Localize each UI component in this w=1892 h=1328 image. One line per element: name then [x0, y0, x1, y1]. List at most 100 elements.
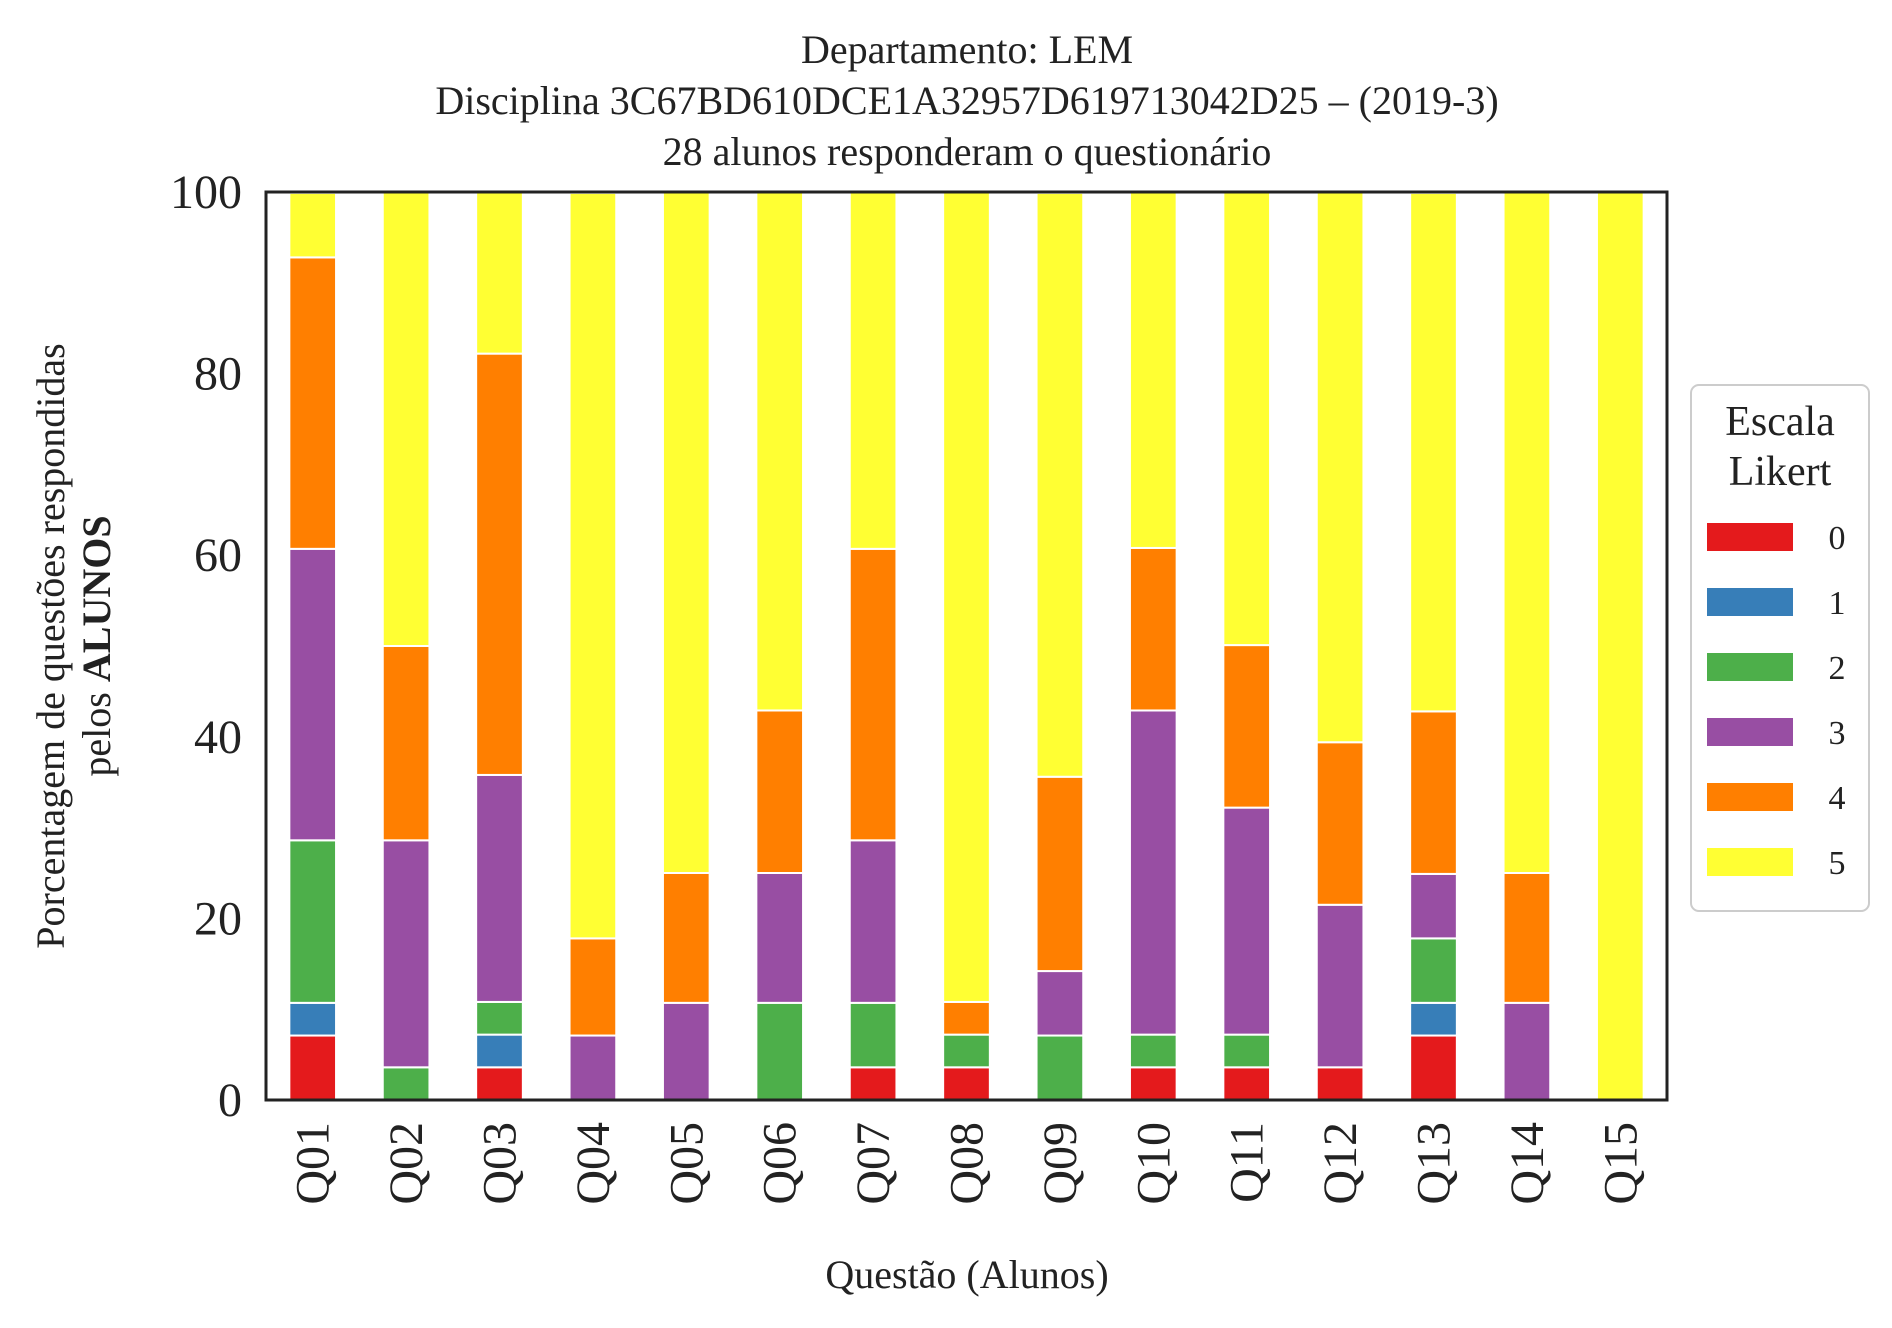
bar-q11-likert-4 — [1222, 644, 1272, 809]
legend-label-4: 4 — [1829, 780, 1846, 817]
bar-q11-likert-2 — [1222, 1033, 1272, 1069]
bar-q10-likert-4 — [1128, 546, 1178, 712]
bar-q05-likert-4 — [661, 872, 711, 1004]
legend-label-5: 5 — [1829, 845, 1846, 882]
bar-q10-likert-3 — [1128, 709, 1178, 1036]
x-tick-label-q06: Q06 — [754, 1122, 807, 1205]
bar-q03-likert-5 — [475, 190, 524, 355]
y-tick-label-60: 60 — [194, 529, 242, 582]
bar-q08-likert-0 — [942, 1066, 991, 1102]
y-tick-label-80: 80 — [194, 348, 242, 401]
x-axis-label: Questão (Alunos) — [825, 1252, 1108, 1297]
bar-q14-likert-4 — [1502, 872, 1552, 1004]
y-axis-label-bold: ALUNOS — [74, 515, 119, 682]
bar-q11-likert-5 — [1222, 190, 1272, 647]
bar-q13-likert-4 — [1409, 710, 1458, 875]
bar-q07-likert-3 — [848, 839, 898, 1004]
legend-box — [1690, 384, 1870, 912]
x-tick-label-q04: Q04 — [567, 1122, 620, 1205]
bar-q13-likert-1 — [1409, 1001, 1458, 1037]
bars — [288, 190, 1645, 1102]
plot-frame — [264, 190, 1669, 1102]
x-axis-ticks: Q01 Q02 Q03 Q04 Q05 Q06 Q07 Q08 Q09 Q10 Q11 Q12 Q13 Q… — [287, 1122, 1648, 1205]
bar-q08-likert-4 — [942, 1000, 991, 1036]
title-line-2: Disciplina 3C67BD610DCE1A32957D619713042… — [435, 78, 1498, 123]
bar-q04-likert-4 — [568, 937, 618, 1037]
x-tick-label-q08: Q08 — [941, 1122, 994, 1205]
x-tick-label-q10: Q10 — [1127, 1122, 1180, 1205]
bar-q14-likert-5 — [1502, 191, 1552, 874]
legend-title-line-2: Likert — [1729, 449, 1832, 495]
bar-q03-likert-1 — [475, 1033, 524, 1069]
x-tick-label-q01: Q01 — [287, 1122, 340, 1205]
bar-q13-likert-3 — [1409, 872, 1458, 940]
bar-q03-likert-0 — [475, 1066, 524, 1102]
bar-q12-likert-3 — [1315, 903, 1365, 1069]
legend-swatch-3 — [1707, 718, 1793, 746]
bar-q08-likert-2 — [942, 1033, 991, 1069]
legend-title-line-1: Escala — [1725, 399, 1835, 445]
bar-q01-likert-4 — [288, 256, 338, 550]
bar-q04-likert-5 — [568, 191, 618, 940]
legend: Escala Likert 0 1 2 3 4 5 — [1690, 384, 1870, 912]
bar-q12-likert-5 — [1315, 190, 1365, 744]
bar-q09-likert-2 — [1035, 1034, 1085, 1101]
legend-swatch-2 — [1707, 653, 1793, 681]
bar-q01-likert-5 — [288, 191, 338, 259]
legend-swatch-5 — [1707, 848, 1793, 876]
bar-q03-likert-2 — [475, 1000, 524, 1036]
x-tick-label-q13: Q13 — [1408, 1122, 1461, 1205]
x-tick-label-q09: Q09 — [1034, 1122, 1087, 1205]
bar-q01-likert-1 — [288, 1001, 338, 1037]
bar-q06-likert-2 — [755, 1001, 805, 1101]
legend-label-3: 3 — [1829, 715, 1846, 752]
bar-q13-likert-5 — [1409, 191, 1458, 713]
title-line-1: Departamento: LEM — [801, 27, 1133, 72]
x-tick-label-q15: Q15 — [1594, 1122, 1647, 1205]
bar-q11-likert-0 — [1222, 1066, 1272, 1102]
bar-q06-likert-3 — [755, 872, 805, 1004]
bar-q01-likert-3 — [288, 547, 338, 842]
bar-q05-likert-5 — [661, 191, 711, 874]
bar-q02-likert-4 — [381, 645, 431, 842]
bar-q02-likert-3 — [381, 839, 431, 1069]
y-axis-label-line-1: Porcentagem de questões respondidas — [28, 343, 73, 948]
bar-q06-likert-5 — [755, 191, 805, 712]
x-tick-label-q14: Q14 — [1501, 1122, 1554, 1205]
bar-q14-likert-3 — [1502, 1001, 1552, 1101]
x-tick-label-q03: Q03 — [474, 1122, 527, 1205]
bar-q09-likert-3 — [1035, 970, 1085, 1037]
legend-swatch-0 — [1707, 523, 1793, 551]
bar-q10-likert-2 — [1128, 1033, 1178, 1069]
y-axis-label-line-2: pelos ALUNOS — [74, 515, 119, 776]
legend-swatch-4 — [1707, 783, 1793, 811]
y-axis-label-prefix: pelos — [74, 682, 119, 776]
y-tick-label-40: 40 — [194, 711, 242, 764]
x-tick-label-q07: Q07 — [847, 1122, 900, 1205]
bar-q10-likert-0 — [1128, 1066, 1178, 1102]
title-line-3: 28 alunos responderam o questionário — [663, 129, 1272, 174]
bar-q05-likert-3 — [661, 1001, 711, 1101]
bar-q03-likert-3 — [475, 773, 524, 1003]
bar-q11-likert-3 — [1222, 806, 1272, 1036]
bar-q15-likert-5 — [1595, 191, 1645, 1101]
bar-q10-likert-5 — [1128, 190, 1178, 549]
y-tick-label-100: 100 — [170, 166, 242, 219]
bar-q04-likert-3 — [568, 1034, 618, 1101]
bar-q13-likert-0 — [1409, 1034, 1458, 1101]
bar-q07-likert-4 — [848, 547, 898, 842]
bar-q12-likert-4 — [1315, 741, 1365, 906]
bar-q06-likert-4 — [755, 709, 805, 875]
bar-q09-likert-4 — [1035, 775, 1085, 973]
x-tick-label-q11: Q11 — [1221, 1122, 1274, 1203]
y-tick-label-20: 20 — [194, 892, 242, 945]
bar-q02-likert-2 — [381, 1066, 431, 1102]
x-tick-label-q05: Q05 — [660, 1122, 713, 1205]
bar-q07-likert-5 — [848, 191, 898, 550]
bar-q13-likert-2 — [1409, 937, 1458, 1004]
legend-label-0: 0 — [1829, 520, 1846, 557]
chart-title: Departamento: LEM Disciplina 3C67BD610DC… — [435, 27, 1498, 174]
x-tick-label-q02: Q02 — [380, 1122, 433, 1205]
bar-q07-likert-0 — [848, 1066, 898, 1102]
